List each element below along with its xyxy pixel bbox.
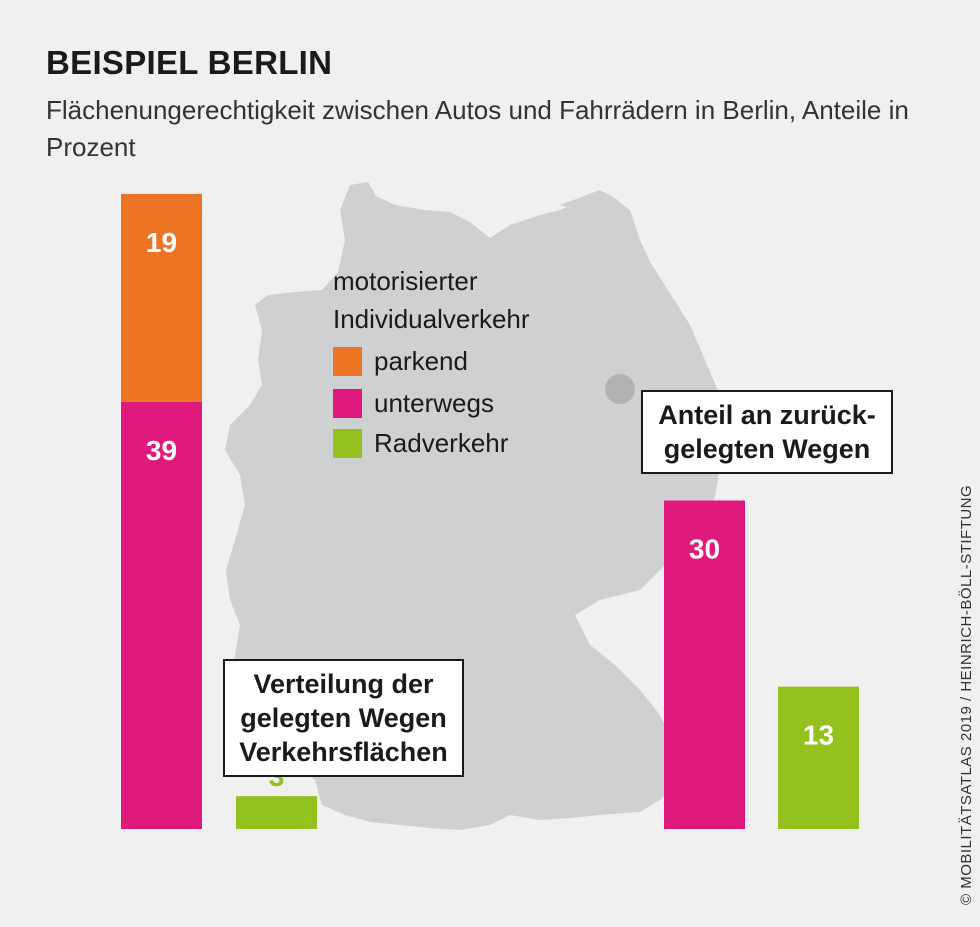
bar-label-wege-motor-unterwegs: 30 xyxy=(689,534,720,565)
annotation-flaechen-line1: Verteilung der xyxy=(253,669,434,699)
legend-heading-line2: Individualverkehr xyxy=(333,304,530,334)
annotation-wege-line1: Anteil an zurück- xyxy=(658,400,876,430)
legend-swatch-parkend xyxy=(333,346,362,376)
bar-flaeche-motor-parkend xyxy=(121,193,202,402)
credit-text: © MOBILITÄTSATLAS 2019 / HEINRICH-BÖLL-S… xyxy=(958,484,975,905)
chart-title: BEISPIEL BERLIN xyxy=(46,44,333,81)
legend-swatch-radverkehr xyxy=(333,428,362,458)
legend-heading: motorisierter Individualverkehr xyxy=(333,262,593,338)
legend-item-radverkehr: Radverkehr xyxy=(333,428,508,458)
bar-flaeche-motor-unterwegs xyxy=(121,401,202,829)
bars-layer: 391933013 xyxy=(121,193,859,829)
bar-wege-motor-unterwegs xyxy=(664,500,745,829)
bar-label-flaeche-motor-unterwegs: 39 xyxy=(146,435,177,466)
annotation-wege-line2: gelegten Wegen xyxy=(663,434,871,464)
chart-subtitle: Flächenungerechtigkeit zwischen Autos un… xyxy=(46,95,909,162)
annotation-flaechen-line2: gelegten Wegen xyxy=(240,703,447,733)
legend-label-unterwegs: unterwegs xyxy=(374,387,494,418)
bar-label-flaeche-motor-parkend: 19 xyxy=(146,227,177,258)
legend-heading-line1: motorisierter xyxy=(333,266,478,296)
annotation-wege-box: Anteil an zurück- gelegten Wegen xyxy=(641,390,893,474)
bar-wege-rad-radverkehr xyxy=(778,686,859,829)
bar-flaeche-rad-radverkehr xyxy=(236,796,317,829)
legend-label-radverkehr: Radverkehr xyxy=(374,427,509,458)
bar-label-wege-rad-radverkehr: 13 xyxy=(803,720,834,751)
legend-label-parkend: parkend xyxy=(374,345,468,376)
legend-swatch-unterwegs xyxy=(333,388,362,418)
annotation-flaechen-box: Verteilung der gelegten Wegen Verkehrsfl… xyxy=(223,659,464,777)
map-coast-detail xyxy=(560,190,618,215)
legend-item-unterwegs: unterwegs xyxy=(333,388,494,418)
berlin-marker xyxy=(605,374,635,404)
legend-item-parkend: parkend xyxy=(333,346,468,376)
annotation-flaechen-line2-text: Verkehrsflächen xyxy=(239,737,448,767)
